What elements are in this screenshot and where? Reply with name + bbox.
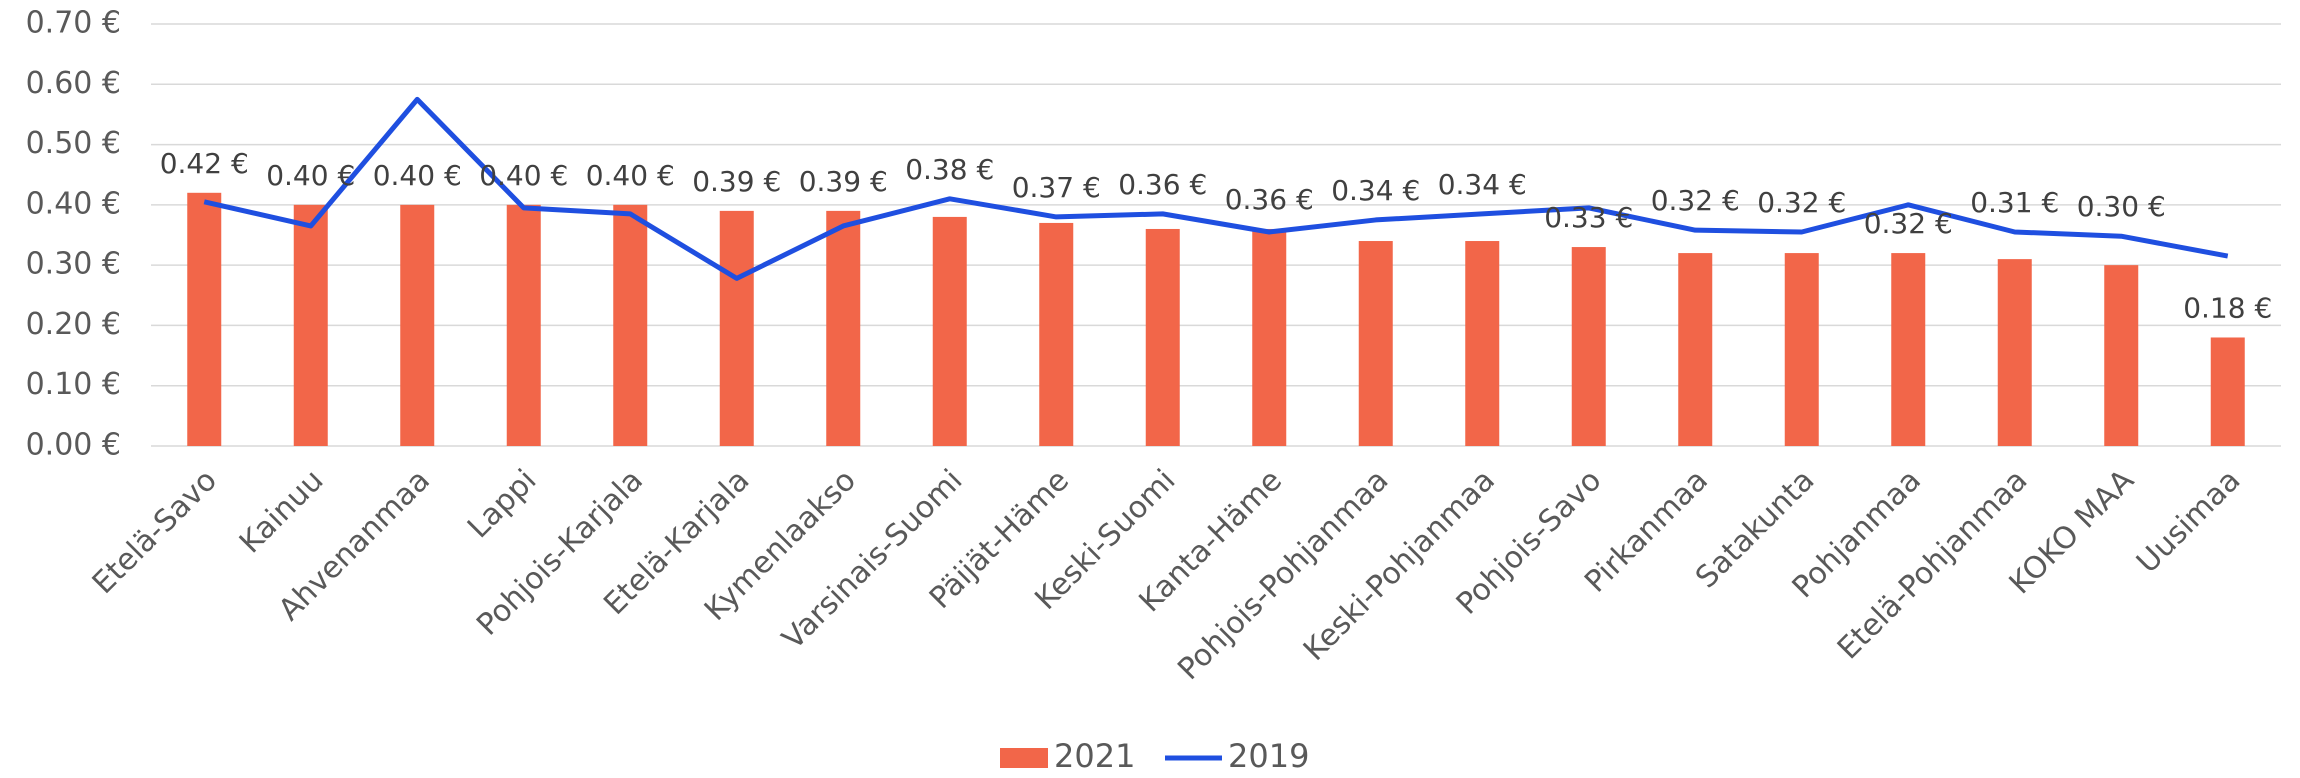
bar: [1358, 241, 1393, 446]
bar: [1039, 222, 1074, 446]
data-label: 0.36 €: [1118, 168, 1207, 201]
data-label: 0.34 €: [1438, 168, 1527, 201]
data-label: 0.39 €: [692, 165, 781, 198]
y-tick-label: 0.30 €: [26, 247, 121, 282]
data-label: 0.40 €: [479, 159, 568, 192]
x-tick-label: Kainuu: [233, 463, 331, 561]
bar: [293, 204, 328, 446]
bar: [719, 210, 754, 446]
legend-label: 2019: [1228, 737, 1309, 775]
y-tick-label: 0.00 €: [26, 428, 121, 463]
bar: [613, 204, 648, 446]
data-label: 0.37 €: [1012, 171, 1101, 204]
bar: [1997, 259, 2032, 446]
bar: [1784, 253, 1819, 446]
data-label: 0.36 €: [1225, 183, 1314, 216]
bar: [2104, 265, 2139, 446]
data-label: 0.34 €: [1331, 174, 1420, 207]
data-label: 0.40 €: [266, 159, 355, 192]
data-label: 0.40 €: [373, 159, 462, 192]
x-tick-label: Etelä-Pohjanmaa: [1831, 463, 2035, 667]
data-label: 0.32 €: [1651, 184, 1740, 217]
bar: [1465, 241, 1500, 446]
data-label: 0.30 €: [2077, 190, 2166, 223]
y-tick-label: 0.50 €: [26, 126, 121, 161]
x-tick-label: Varsinais-Suomi: [776, 463, 970, 657]
data-label: 0.31 €: [1970, 186, 2059, 219]
bar: [826, 210, 861, 446]
bar: [1891, 253, 1926, 446]
bar: [2210, 337, 2245, 446]
y-tick-label: 0.40 €: [26, 186, 121, 221]
y-tick-label: 0.70 €: [26, 6, 121, 41]
bar: [1571, 247, 1606, 446]
line: [203, 96, 2229, 281]
data-label: 0.32 €: [1864, 207, 1953, 240]
data-label: 0.39 €: [799, 165, 888, 198]
legend-label: 2021: [1054, 737, 1135, 775]
bar: [400, 204, 435, 446]
data-label: 0.32 €: [1757, 186, 1846, 219]
data-label: 0.33 €: [1544, 201, 1633, 234]
data-label: 0.40 €: [586, 159, 675, 192]
bar: [1252, 228, 1287, 446]
y-tick-label: 0.20 €: [26, 307, 121, 342]
bar: [1145, 228, 1180, 446]
data-label: 0.18 €: [2183, 291, 2272, 324]
data-label: 0.42 €: [160, 147, 249, 180]
y-tick-label: 0.60 €: [26, 66, 121, 101]
data-label: 0.38 €: [905, 153, 994, 186]
x-tick-label: Uusimaa: [2130, 463, 2247, 580]
legend-swatch: [1000, 748, 1048, 768]
bar: [932, 216, 967, 446]
bar: [1678, 253, 1713, 446]
y-tick-label: 0.10 €: [26, 367, 121, 402]
x-tick-label: Etelä-Savo: [86, 463, 224, 601]
bar: [506, 204, 541, 446]
bar: [187, 192, 222, 446]
x-tick-label: Keski-Pohjanmaa: [1297, 463, 1502, 668]
x-tick-label: Pohjois-Pohjanmaa: [1171, 463, 1395, 687]
x-tick-label: Lappi: [461, 463, 543, 545]
